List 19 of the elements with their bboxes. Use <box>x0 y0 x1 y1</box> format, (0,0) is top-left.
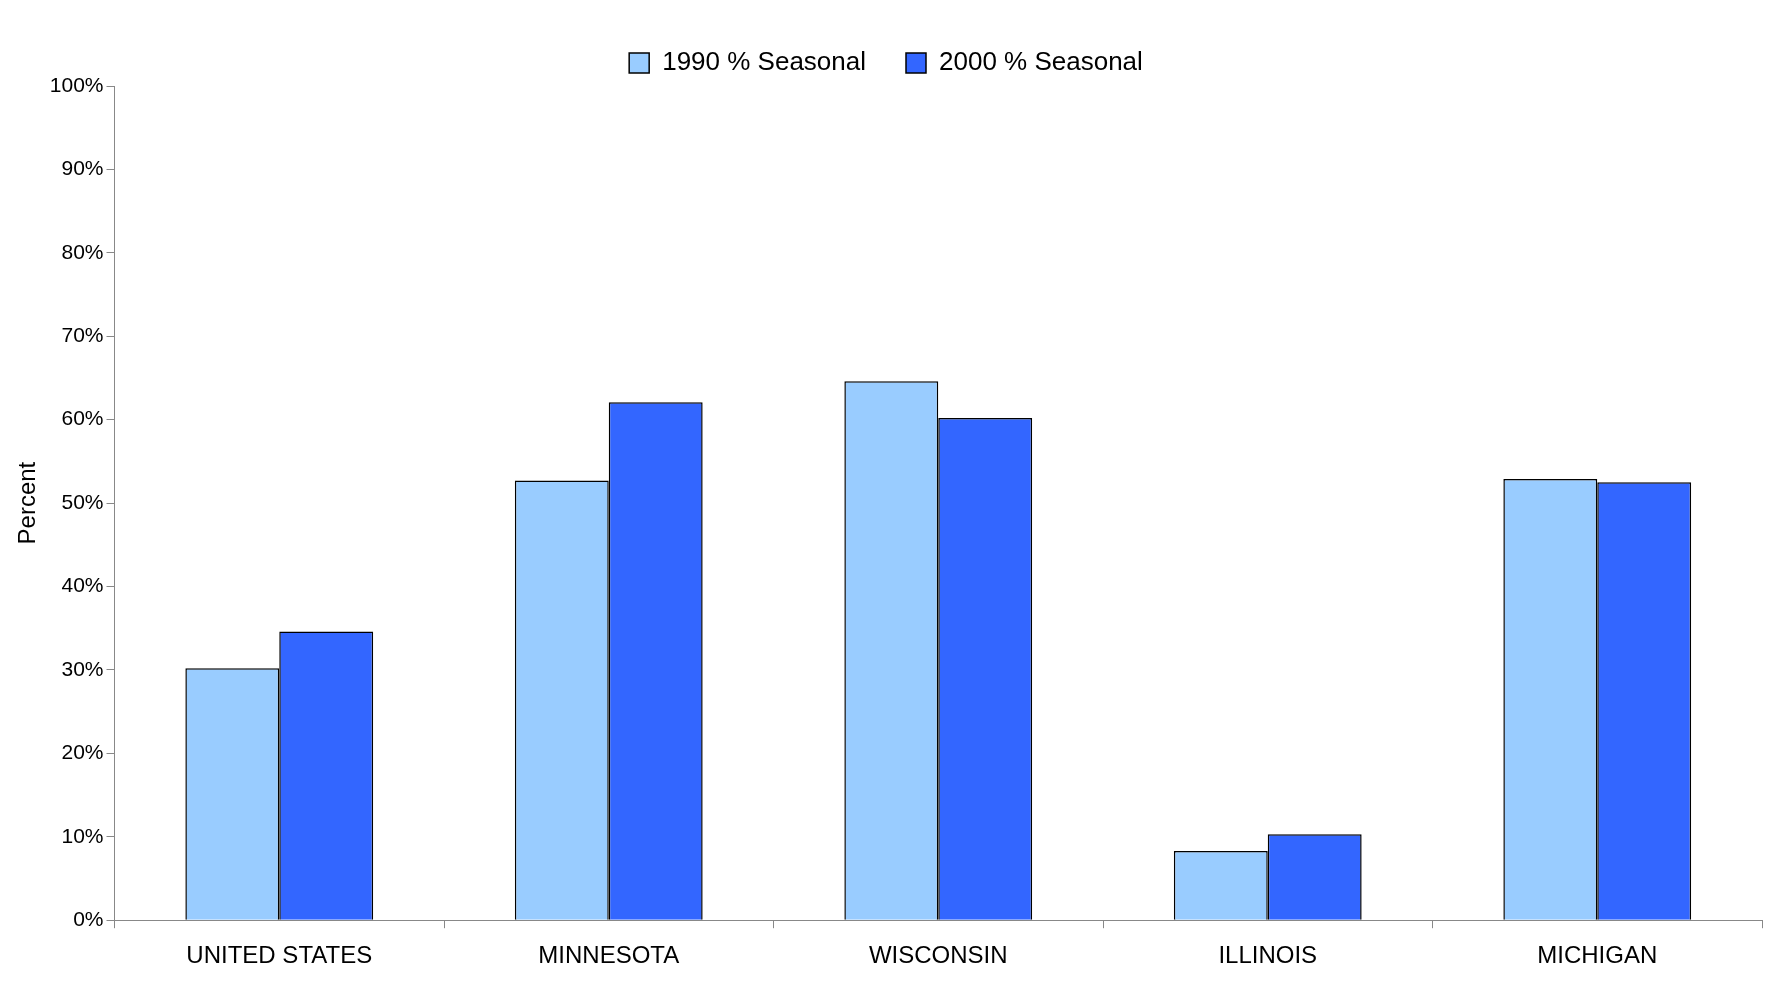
legend-label: 1990 % Seasonal <box>662 46 866 77</box>
y-tick-label: 70% <box>61 323 104 347</box>
x-tick-label: ILLINOIS <box>1218 941 1318 969</box>
y-tick-label: 20% <box>61 740 104 764</box>
x-tick-label: MICHIGAN <box>1537 941 1658 969</box>
y-tick-label: 40% <box>61 573 104 597</box>
legend-label: 2000 % Seasonal <box>939 46 1143 77</box>
y-tick-label: 100% <box>49 72 104 96</box>
y-tick-label: 90% <box>61 156 104 180</box>
y-tick-label: 0% <box>73 907 104 930</box>
y-tick-label: 80% <box>61 239 104 263</box>
y-axis-title: Percent <box>13 461 41 545</box>
y-tick-label: 50% <box>61 489 104 513</box>
x-tick-label: UNITED STATES <box>186 941 373 969</box>
y-tick-label: 30% <box>61 656 104 680</box>
x-tick-label: WISCONSIN <box>868 941 1008 969</box>
y-tick-label: 60% <box>61 406 104 430</box>
y-tick-label: 10% <box>61 823 104 847</box>
x-tick-label: MINNESOTA <box>538 941 680 969</box>
